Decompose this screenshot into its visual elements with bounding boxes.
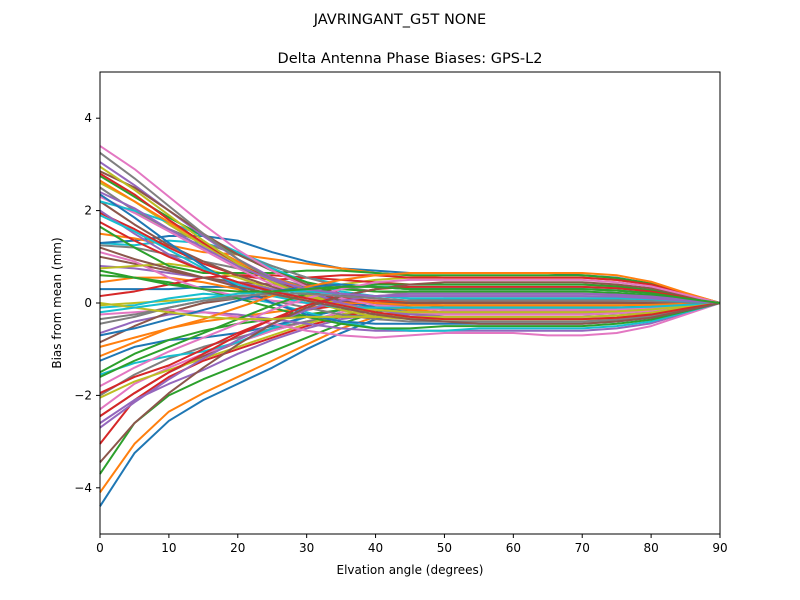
series-line-63 bbox=[99, 246, 721, 325]
y-tick-label: −2 bbox=[74, 388, 92, 402]
y-tick-label: 0 bbox=[84, 296, 92, 310]
series-line-54 bbox=[99, 285, 721, 418]
y-tick-label: −4 bbox=[74, 481, 92, 495]
series-line-60 bbox=[99, 290, 721, 314]
x-axis-ticks: 0 10 20 30 40 50 60 70 80 90 bbox=[96, 534, 728, 555]
x-tick-label: 90 bbox=[712, 541, 727, 555]
series-line-61 bbox=[99, 221, 721, 321]
series-line-20 bbox=[99, 292, 721, 332]
series-line-64 bbox=[99, 269, 721, 304]
series-line-62 bbox=[99, 191, 721, 304]
series-line-56 bbox=[99, 281, 721, 464]
x-tick-label: 40 bbox=[368, 541, 383, 555]
x-tick-label: 80 bbox=[643, 541, 658, 555]
x-tick-label: 60 bbox=[506, 541, 521, 555]
x-tick-label: 70 bbox=[575, 541, 590, 555]
series-line-50 bbox=[99, 214, 721, 309]
series-line-33 bbox=[99, 225, 721, 304]
figure-suptitle: JAVRINGANT_G5T NONE bbox=[313, 12, 486, 28]
y-axis-ticks: −4 −2 0 2 4 bbox=[74, 111, 100, 495]
x-axis-label: Elvation angle (degrees) bbox=[337, 563, 484, 577]
series-line-52 bbox=[99, 271, 721, 348]
series-line-17 bbox=[99, 302, 721, 339]
y-axis-label: Bias from mean (mm) bbox=[50, 237, 64, 368]
series-line-34 bbox=[99, 212, 721, 304]
x-tick-label: 0 bbox=[96, 541, 104, 555]
x-tick-label: 10 bbox=[161, 541, 176, 555]
x-tick-label: 20 bbox=[230, 541, 245, 555]
series-line-36 bbox=[99, 200, 720, 304]
series-line-58 bbox=[99, 292, 721, 321]
series-line-55 bbox=[99, 292, 721, 429]
y-tick-label: 2 bbox=[84, 204, 92, 218]
chart-title: Delta Antenna Phase Biases: GPS-L2 bbox=[278, 51, 543, 67]
x-tick-label: 30 bbox=[299, 541, 314, 555]
series-layer bbox=[99, 145, 721, 507]
series-line-49 bbox=[99, 165, 721, 314]
series-line-57 bbox=[99, 278, 721, 388]
x-tick-label: 50 bbox=[437, 541, 452, 555]
y-tick-label: 4 bbox=[84, 111, 92, 125]
